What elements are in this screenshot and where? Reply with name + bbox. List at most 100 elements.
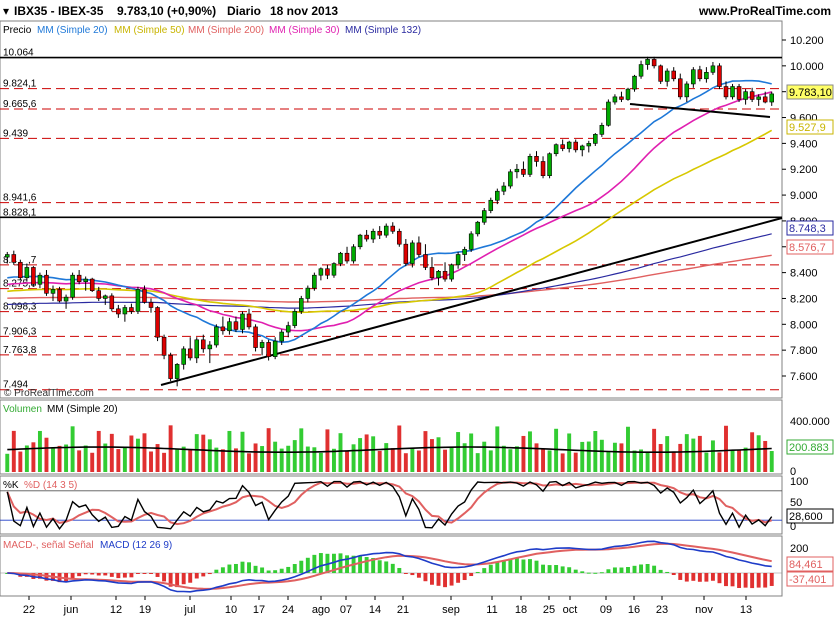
candle[interactable] xyxy=(285,325,291,333)
candle[interactable] xyxy=(423,254,428,268)
candle[interactable] xyxy=(253,326,258,348)
candle[interactable] xyxy=(736,86,742,100)
candle[interactable] xyxy=(527,156,533,175)
candle[interactable] xyxy=(410,242,415,264)
candle[interactable] xyxy=(397,230,402,245)
candle[interactable] xyxy=(37,274,43,285)
candle[interactable] xyxy=(619,96,624,100)
candle[interactable] xyxy=(488,199,494,211)
candle[interactable] xyxy=(292,311,298,326)
candle[interactable] xyxy=(449,264,454,280)
price-panel[interactable] xyxy=(0,20,783,399)
candle[interactable] xyxy=(174,364,180,379)
candle[interactable] xyxy=(704,72,709,80)
candle[interactable] xyxy=(312,274,317,289)
candle[interactable] xyxy=(521,168,526,175)
candle[interactable] xyxy=(508,171,513,187)
candle[interactable] xyxy=(442,271,448,280)
triangle-lower-line[interactable] xyxy=(629,103,771,118)
candle[interactable] xyxy=(664,70,670,82)
candle[interactable] xyxy=(769,93,774,103)
candle[interactable] xyxy=(207,344,213,350)
candle[interactable] xyxy=(762,96,768,103)
candle[interactable] xyxy=(18,261,23,279)
candle[interactable] xyxy=(76,274,82,282)
candle[interactable] xyxy=(305,287,311,299)
candle[interactable] xyxy=(109,295,115,310)
candle[interactable] xyxy=(31,267,36,285)
candle[interactable] xyxy=(331,263,337,276)
candle[interactable] xyxy=(495,190,500,201)
candle[interactable] xyxy=(50,289,56,294)
candle[interactable] xyxy=(560,144,565,149)
candle[interactable] xyxy=(743,91,748,100)
candle[interactable] xyxy=(691,69,696,85)
candle[interactable] xyxy=(233,321,239,330)
candle[interactable] xyxy=(671,70,676,80)
candle[interactable] xyxy=(364,234,369,240)
candle[interactable] xyxy=(214,326,219,346)
candle[interactable] xyxy=(44,274,49,294)
candle[interactable] xyxy=(344,252,350,262)
candle[interactable] xyxy=(593,134,598,144)
candle[interactable] xyxy=(514,168,520,173)
candle[interactable] xyxy=(553,144,559,155)
candle[interactable] xyxy=(547,153,552,176)
candle[interactable] xyxy=(416,242,422,255)
candle[interactable] xyxy=(599,124,605,135)
candle[interactable] xyxy=(63,296,69,302)
candle[interactable] xyxy=(697,69,703,80)
candle[interactable] xyxy=(89,278,95,292)
candle[interactable] xyxy=(377,230,382,236)
candle[interactable] xyxy=(220,326,226,332)
candle[interactable] xyxy=(658,65,663,82)
candle[interactable] xyxy=(70,274,75,298)
candle[interactable] xyxy=(534,156,539,162)
candle[interactable] xyxy=(612,96,618,103)
candle[interactable] xyxy=(246,313,252,328)
candle[interactable] xyxy=(566,141,572,149)
candle[interactable] xyxy=(318,268,324,276)
candle[interactable] xyxy=(83,278,88,282)
candle[interactable] xyxy=(429,267,435,279)
candle[interactable] xyxy=(24,267,30,279)
candle[interactable] xyxy=(194,339,200,359)
candle[interactable] xyxy=(227,321,232,332)
candle[interactable] xyxy=(749,91,755,100)
collapse-icon[interactable]: ▾ xyxy=(3,4,9,18)
candle[interactable] xyxy=(645,59,650,65)
candle[interactable] xyxy=(122,307,128,315)
candle[interactable] xyxy=(436,271,441,279)
candle[interactable] xyxy=(573,141,578,151)
candle[interactable] xyxy=(586,143,592,147)
candle[interactable] xyxy=(187,348,193,359)
candle[interactable] xyxy=(148,302,154,308)
candle[interactable] xyxy=(142,289,147,303)
candle[interactable] xyxy=(357,234,363,248)
candle[interactable] xyxy=(462,249,467,255)
candle[interactable] xyxy=(383,225,389,236)
candle[interactable] xyxy=(259,342,265,348)
candle[interactable] xyxy=(155,307,160,338)
support-trendline[interactable] xyxy=(160,217,783,386)
candle[interactable] xyxy=(717,65,722,87)
candle[interactable] xyxy=(684,83,690,98)
candle[interactable] xyxy=(325,268,330,276)
candle[interactable] xyxy=(632,75,637,90)
candle[interactable] xyxy=(481,210,487,223)
candle[interactable] xyxy=(103,295,108,299)
candle[interactable] xyxy=(651,59,657,67)
candle[interactable] xyxy=(338,252,343,264)
candle[interactable] xyxy=(11,254,17,263)
candle[interactable] xyxy=(299,298,304,312)
candle[interactable] xyxy=(468,233,474,250)
candle[interactable] xyxy=(240,313,245,330)
candle[interactable] xyxy=(266,342,271,357)
candle[interactable] xyxy=(161,336,167,356)
candle[interactable] xyxy=(168,355,173,379)
candle[interactable] xyxy=(116,308,121,315)
candle[interactable] xyxy=(638,64,644,77)
candle[interactable] xyxy=(5,254,10,258)
candle[interactable] xyxy=(201,339,206,350)
candle[interactable] xyxy=(403,243,409,264)
